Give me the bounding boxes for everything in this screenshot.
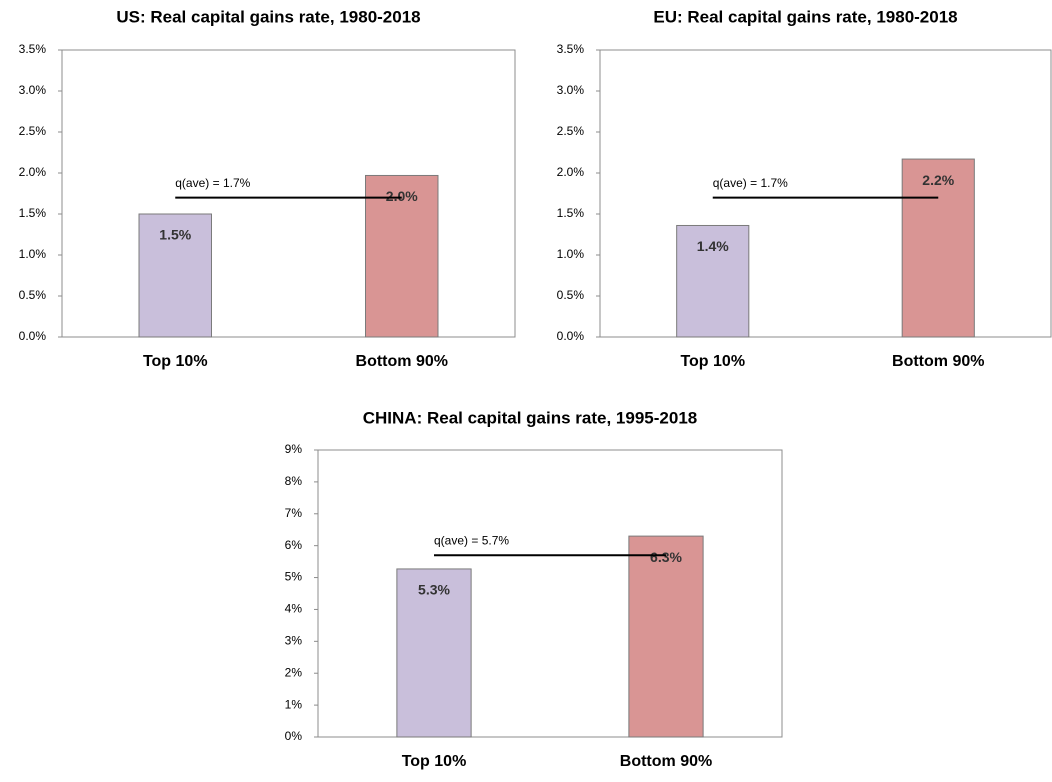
y-tick-label: 0.0% [19, 329, 47, 343]
y-tick-label: 5% [285, 570, 303, 584]
y-tick-label: 7% [285, 506, 303, 520]
y-tick-label: 1.5% [557, 206, 585, 220]
bar [138, 213, 212, 338]
y-tick-label: 3% [285, 634, 303, 648]
annotation: q(ave) = 1.7% [713, 176, 788, 190]
bar [628, 535, 704, 738]
annotation: q(ave) = 1.7% [175, 176, 250, 190]
y-tick-label: 4% [285, 602, 303, 616]
chart-title: EU: Real capital gains rate, 1980-2018 [653, 7, 957, 26]
y-tick-label: 3.5% [19, 42, 47, 56]
value-label: 1.5% [159, 227, 191, 243]
x-tick-label: Bottom 90% [356, 353, 448, 370]
y-tick-label: 6% [285, 538, 303, 552]
chart-title: US: Real capital gains rate, 1980-2018 [116, 7, 420, 26]
value-label: 5.3% [418, 582, 450, 598]
y-tick-label: 1.0% [19, 247, 47, 261]
plot-area [599, 49, 1052, 338]
y-tick-label: 3.0% [19, 83, 47, 97]
y-tick-label: 0.5% [557, 288, 585, 302]
y-tick-label: 2.5% [19, 124, 47, 138]
value-label: 2.0% [386, 188, 418, 204]
y-tick-label: 1.5% [19, 206, 47, 220]
annotation: q(ave) = 5.7% [434, 533, 509, 547]
x-tick-label: Top 10% [402, 753, 467, 770]
x-tick-label: Bottom 90% [892, 353, 984, 370]
y-tick-label: 2.0% [19, 165, 47, 179]
y-tick-label: 2.5% [557, 124, 585, 138]
y-tick-label: 3.5% [557, 42, 585, 56]
y-tick-label: 0% [285, 729, 303, 743]
bar [365, 174, 439, 338]
y-tick-label: 1.0% [557, 247, 585, 261]
x-tick-label: Bottom 90% [620, 753, 712, 770]
chart-title: CHINA: Real capital gains rate, 1995-201… [363, 408, 697, 427]
y-tick-label: 8% [285, 474, 303, 488]
y-tick-label: 3.0% [557, 83, 585, 97]
bar [901, 158, 975, 338]
x-tick-label: Top 10% [143, 353, 208, 370]
y-tick-label: 2.0% [557, 165, 585, 179]
value-label: 2.2% [922, 172, 954, 188]
plot-area [61, 49, 516, 338]
y-tick-label: 1% [285, 697, 303, 711]
y-tick-label: 0.5% [19, 288, 47, 302]
y-tick-label: 9% [285, 442, 303, 456]
bar [676, 224, 750, 338]
plot-area [317, 449, 783, 738]
y-tick-label: 0.0% [557, 329, 585, 343]
value-label: 6.3% [650, 549, 682, 565]
x-tick-label: Top 10% [680, 353, 745, 370]
value-label: 1.4% [697, 238, 729, 254]
y-tick-label: 2% [285, 665, 303, 679]
bar [396, 568, 472, 738]
